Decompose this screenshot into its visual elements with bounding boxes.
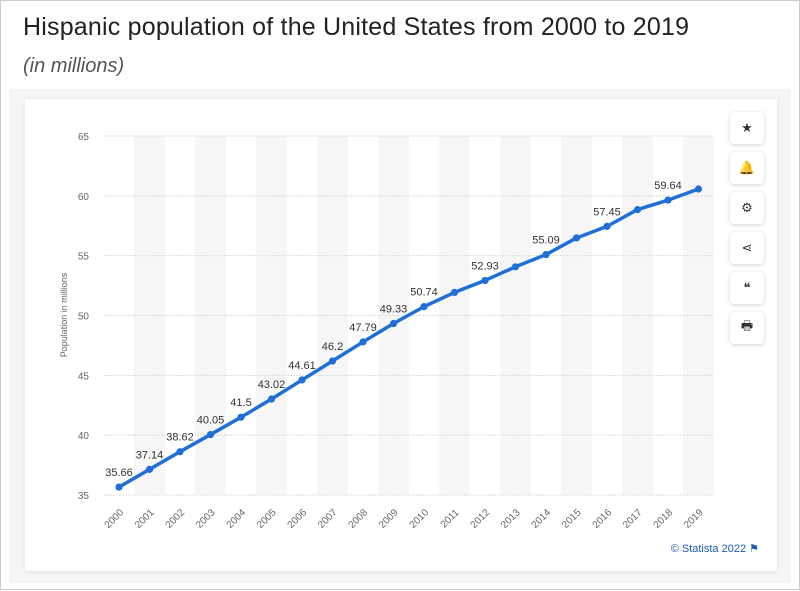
data-label: 59.64 — [654, 180, 682, 192]
series-line — [118, 187, 700, 489]
data-label: 49.33 — [380, 304, 408, 316]
data-point — [572, 234, 581, 242]
y-tick-label: 50 — [78, 312, 90, 323]
data-point — [420, 303, 428, 311]
data-label: 47.79 — [349, 322, 377, 334]
x-tick-label: 2002 — [164, 507, 188, 531]
data-label: 52.93 — [471, 260, 499, 272]
data-point — [206, 430, 215, 439]
data-label: 37.14 — [136, 449, 164, 461]
x-tick-label: 2012 — [469, 507, 493, 531]
quote-icon: ❝ — [743, 280, 751, 295]
x-tick-label: 2015 — [560, 507, 584, 531]
star-icon: ★ — [741, 120, 753, 135]
data-point — [694, 185, 703, 193]
share-icon: ⋖ — [741, 240, 753, 255]
y-axis-label: Population in millions — [59, 272, 69, 357]
x-tick-label: 2001 — [133, 507, 157, 531]
data-label: 44.61 — [288, 360, 316, 372]
y-tick-label: 55 — [78, 252, 90, 263]
data-point — [481, 276, 489, 285]
x-tick-label: 2009 — [377, 507, 401, 531]
data-point — [542, 250, 550, 259]
x-tick-label: 2004 — [225, 507, 249, 531]
data-label: 43.02 — [258, 379, 286, 391]
data-point — [359, 338, 367, 346]
x-tick-label: 2016 — [591, 507, 615, 531]
data-point — [176, 448, 184, 456]
data-label: 57.45 — [593, 206, 621, 218]
data-point — [603, 222, 611, 230]
data-point — [298, 376, 306, 384]
y-tick-label: 65 — [78, 132, 90, 143]
data-label: 41.5 — [230, 397, 251, 409]
share-button[interactable]: ⋖ — [730, 232, 764, 264]
x-tick-label: 2017 — [621, 507, 645, 531]
data-point — [115, 483, 123, 491]
x-tick-label: 2007 — [316, 507, 340, 531]
data-point — [633, 205, 642, 214]
x-tick-label: 2006 — [286, 507, 310, 531]
data-point — [328, 357, 337, 365]
print-button[interactable]: 🖶 — [730, 312, 764, 344]
chart-title: Hispanic population of the United States… — [23, 13, 690, 41]
x-tick-label: 2008 — [347, 507, 371, 531]
x-tick-label: 2000 — [103, 507, 127, 531]
data-label: 46.2 — [322, 341, 343, 353]
x-tick-label: 2005 — [255, 507, 279, 531]
y-tick-label: 35 — [78, 491, 90, 502]
x-tick-label: 2011 — [439, 507, 462, 530]
x-tick-label: 2003 — [194, 507, 218, 531]
gear-button[interactable]: ⚙ — [730, 192, 764, 224]
data-point — [389, 319, 398, 328]
x-tick-label: 2014 — [530, 507, 554, 531]
data-label: 55.09 — [532, 235, 560, 247]
chart-toolbar: ★ 🔔 ⚙ ⋖ ❝ 🖶 — [730, 112, 764, 352]
y-tick-label: 60 — [78, 192, 90, 203]
bell-icon: 🔔 — [738, 160, 756, 175]
gear-icon: ⚙ — [741, 200, 753, 215]
y-tick-label: 40 — [78, 431, 90, 442]
print-icon: 🖶 — [740, 318, 754, 333]
data-point — [267, 395, 276, 403]
quote-button[interactable]: ❝ — [730, 272, 764, 304]
data-label: 35.66 — [105, 467, 133, 479]
data-point — [237, 413, 245, 421]
data-label: 50.74 — [410, 287, 438, 299]
data-point — [145, 465, 154, 473]
data-point — [511, 263, 520, 271]
x-tick-label: 2010 — [408, 507, 432, 531]
x-tick-label: 2018 — [652, 507, 676, 531]
chart-subtitle: (in millions) — [23, 55, 125, 77]
y-tick-label: 45 — [78, 371, 90, 382]
data-label: 38.62 — [166, 432, 194, 444]
x-tick-label: 2019 — [682, 507, 706, 531]
bell-button[interactable]: 🔔 — [730, 152, 764, 184]
data-point — [450, 288, 459, 297]
star-button[interactable]: ★ — [730, 112, 764, 144]
statista-credit[interactable]: © Statista 2022 ⚑ — [670, 543, 759, 555]
data-label: 40.05 — [197, 415, 225, 427]
x-tick-label: 2013 — [499, 507, 523, 531]
data-point — [664, 196, 672, 204]
